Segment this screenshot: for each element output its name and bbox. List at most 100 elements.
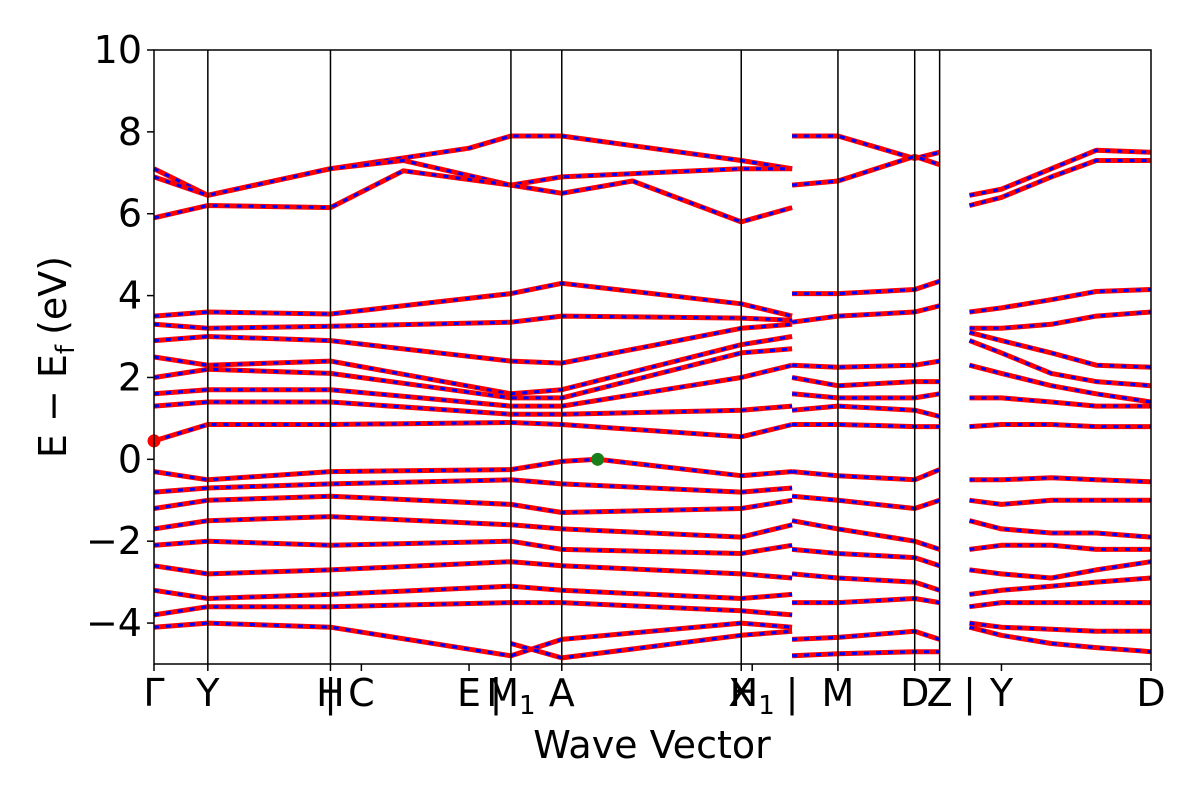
band-2 xyxy=(153,158,793,198)
marker-2 xyxy=(591,452,605,466)
y-tick-label: 8 xyxy=(118,110,142,154)
band-47-spin-down xyxy=(969,423,1151,429)
band-29-spin-down xyxy=(791,404,940,418)
band-44-spin-down xyxy=(968,339,1152,388)
band-48-spin-down xyxy=(969,476,1152,484)
x-tick-label: C xyxy=(348,671,375,715)
x-tick-label-subscript: 1 xyxy=(519,691,536,721)
band-49 xyxy=(969,497,1151,507)
band-43 xyxy=(968,329,1152,370)
band-14 xyxy=(153,493,793,515)
band-26 xyxy=(791,358,941,370)
band-42-spin-up xyxy=(969,309,1152,331)
band-45 xyxy=(968,362,1152,405)
band-54-spin-down xyxy=(969,601,1151,609)
band-17-spin-up xyxy=(153,559,793,581)
band-52-spin-down xyxy=(969,560,1152,580)
y-tick-label: −2 xyxy=(86,519,142,563)
band-18 xyxy=(153,583,793,601)
band-28-spin-down xyxy=(791,392,940,400)
band-27-spin-down xyxy=(791,376,940,388)
band-36 xyxy=(792,596,941,606)
band-46 xyxy=(969,395,1151,409)
band-28 xyxy=(791,391,941,401)
band-54 xyxy=(969,600,1151,610)
band-56 xyxy=(968,624,1152,655)
band-34-spin-down xyxy=(791,547,941,568)
band-33-spin-up xyxy=(791,518,941,552)
plot-area-frame xyxy=(153,49,1152,665)
band-44 xyxy=(968,338,1152,389)
band-19 xyxy=(153,600,793,618)
band-29 xyxy=(791,403,941,419)
kpoint-lines xyxy=(207,50,941,664)
band-5 xyxy=(153,313,793,331)
band-24 xyxy=(792,278,941,297)
band-27 xyxy=(791,375,940,389)
band-3 xyxy=(153,168,793,225)
x-tick-separator: | xyxy=(324,671,337,716)
band-46-spin-down xyxy=(969,396,1151,408)
band-39 xyxy=(969,147,1152,198)
band-15-spin-down xyxy=(153,515,793,539)
band-3-spin-up xyxy=(153,168,793,225)
band-11 xyxy=(153,420,793,444)
band-33-spin-down xyxy=(791,519,941,551)
band-38 xyxy=(791,649,940,659)
band-43-spin-down xyxy=(969,330,1152,369)
x-axis-label: Wave Vector xyxy=(533,723,771,767)
band-50-spin-down xyxy=(969,519,1152,539)
y-tick-label: 6 xyxy=(118,192,142,236)
x-tick-label: Y xyxy=(989,671,1014,715)
x-tick-label: E xyxy=(457,671,481,715)
band-50 xyxy=(968,518,1152,540)
band-22-spin-down xyxy=(792,134,940,161)
x-tick-separator: | xyxy=(963,671,976,716)
band-21-spin-down xyxy=(510,629,793,660)
x-tick-label: D xyxy=(1136,671,1165,715)
band-13 xyxy=(153,477,793,495)
x-tick-label: D xyxy=(900,671,929,715)
y-tick-label: −4 xyxy=(86,601,142,645)
band-25 xyxy=(791,303,941,325)
x-tick-label: Y xyxy=(195,671,220,715)
y-axis-ticks: 10 8 6 4 2 0 −2 −4 xyxy=(86,28,154,645)
band-42 xyxy=(969,309,1152,331)
band-35-spin-up xyxy=(791,571,941,593)
band-3-spin-down xyxy=(153,169,793,224)
band-35-spin-down xyxy=(791,572,941,592)
y-axis-label-main: E − E xyxy=(31,354,75,458)
band-15 xyxy=(153,514,793,540)
x-tick-separator: | xyxy=(786,671,799,716)
band-16 xyxy=(153,538,793,556)
band-26-spin-down xyxy=(792,359,940,369)
band-24-spin-down xyxy=(792,279,941,296)
band-42-spin-down xyxy=(969,310,1152,330)
band-45-spin-down xyxy=(969,363,1152,404)
band-34-spin-up xyxy=(791,546,941,569)
band-22 xyxy=(792,133,941,161)
band-49-spin-down xyxy=(969,498,1151,506)
band-2-spin-down xyxy=(153,158,793,197)
band-55 xyxy=(969,620,1151,634)
band-47 xyxy=(969,422,1151,430)
x-tick-separator: | xyxy=(490,671,503,716)
band-48 xyxy=(969,475,1152,485)
band-23-spin-down xyxy=(791,154,941,187)
band-31-spin-down xyxy=(791,468,941,482)
band-38-spin-down xyxy=(792,650,940,658)
band-4 xyxy=(153,280,793,319)
band-37-spin-down xyxy=(792,629,941,641)
band-23 xyxy=(791,153,941,188)
x-tick-label: Z xyxy=(927,671,953,715)
x-axis-ticks: Γ Y H C E M1 A XH1 M DZ Y D| | | | xyxy=(143,664,1166,721)
band-39-spin-down xyxy=(969,148,1152,197)
x-tick-label: M xyxy=(822,671,855,715)
band-52-spin-up xyxy=(969,559,1152,581)
band-30-spin-down xyxy=(792,423,940,429)
bands-layer xyxy=(152,133,1152,661)
band-37 xyxy=(791,628,941,642)
y-axis-label: E − Ef (eV) xyxy=(31,256,81,458)
band-41 xyxy=(969,287,1152,315)
